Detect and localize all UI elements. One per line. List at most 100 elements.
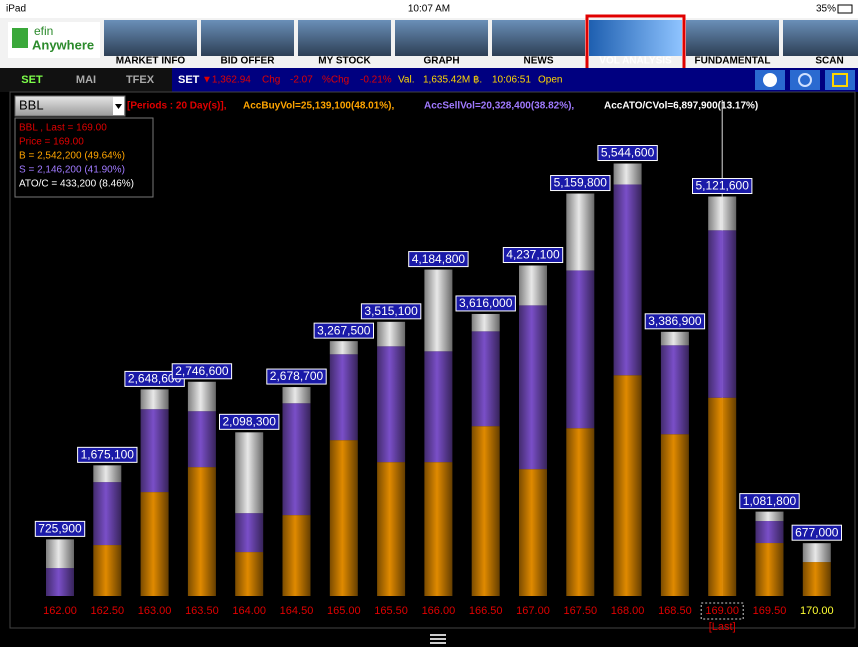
last-label: [Last]: [709, 621, 736, 633]
info-line: Price = 169.00: [19, 137, 84, 148]
ticker-chg-label: Chg: [262, 75, 280, 86]
ticker-val: 1,635.42M ฿.: [423, 75, 482, 86]
value-label: 4,184,800: [412, 252, 466, 266]
ticker-pct: -0.21%: [360, 75, 392, 86]
battery: 35%: [816, 4, 836, 15]
bar-segment: [283, 387, 311, 403]
logo-text: efin: [34, 24, 53, 38]
nav-label: NEWS: [524, 56, 554, 67]
nav-tile[interactable]: [783, 20, 858, 56]
bar-segment: [188, 467, 216, 596]
logo-text: Anywhere: [32, 37, 94, 52]
value-label: 1,675,100: [81, 448, 135, 462]
nav-tabs: efin Anywhere MARKET INFOBID OFFERMY STO…: [8, 16, 858, 70]
bar-segment: [519, 469, 547, 596]
nav-label: MY STOCK: [318, 56, 371, 67]
device: iPad: [6, 4, 26, 15]
market-tab[interactable]: SET: [21, 74, 43, 86]
x-tick-label: 166.00: [422, 605, 456, 617]
bar-segment: [283, 403, 311, 515]
nav-label: VOL ANALYSIS: [599, 56, 672, 67]
bar-segment: [566, 270, 594, 428]
bar-segment: [235, 432, 263, 513]
x-tick-label: 169.50: [753, 605, 787, 617]
value-label: 5,159,800: [554, 176, 608, 190]
x-tick-label: 162.50: [90, 605, 124, 617]
info-line: ATO/C = 433,200 (8.46%): [19, 179, 134, 190]
logo-mark: [12, 28, 28, 48]
summary-atoc: AccATO/CVol=6,897,900(13.17%): [604, 101, 758, 112]
bar-segment: [424, 351, 452, 462]
bar-segment: [188, 382, 216, 411]
bar-segment: [93, 482, 121, 545]
x-tick-label: 165.50: [374, 605, 408, 617]
ticker-val-label: Val.: [398, 75, 415, 86]
bar-segment: [472, 331, 500, 426]
market-tab[interactable]: TFEX: [126, 74, 155, 86]
summary-periods: [Periods : 20 Day(s)],: [127, 101, 227, 112]
bar-segment: [424, 462, 452, 596]
bar-segment: [566, 428, 594, 596]
info-line: B = 2,542,200 (49.64%): [19, 151, 125, 162]
handle[interactable]: [430, 634, 446, 644]
x-tick-label: 164.00: [232, 605, 266, 617]
bar-segment: [377, 462, 405, 596]
nav-tile[interactable]: [686, 20, 779, 56]
bar-segment: [141, 389, 169, 409]
ticker-chg: -2.07: [290, 75, 313, 86]
bar-segment: [283, 515, 311, 596]
x-tick-label: 169.00: [705, 605, 739, 617]
bar-segment: [756, 521, 784, 543]
bar-segment: [661, 434, 689, 596]
bar-segment: [46, 539, 74, 568]
bar-segment: [756, 543, 784, 596]
value-label: 2,678,700: [270, 369, 324, 383]
value-label: 2,746,600: [175, 364, 229, 378]
value-label: 677,000: [795, 525, 839, 539]
ticker-index: SET: [178, 74, 200, 86]
x-tick-label: 164.50: [280, 605, 314, 617]
nav-tile[interactable]: [104, 20, 197, 56]
value-label: 4,237,100: [506, 248, 560, 262]
market-tabs[interactable]: SET MAI TFEX: [21, 74, 154, 86]
bar-segment: [235, 552, 263, 596]
bar-segment: [803, 543, 831, 562]
bar-segment: [614, 375, 642, 596]
bar-segment: [93, 465, 121, 482]
x-tick-label: 168.50: [658, 605, 692, 617]
ticker-pct-label: %Chg: [322, 75, 349, 86]
x-tick-label: 167.50: [563, 605, 597, 617]
x-tick-label: 163.00: [138, 605, 172, 617]
nav-tile[interactable]: [492, 20, 585, 56]
handle-bar: [430, 634, 446, 636]
bar-segment: [330, 341, 358, 354]
ticker-last: ▼1,362.94: [202, 75, 251, 86]
bar-segment: [708, 230, 736, 397]
bar-segment: [661, 345, 689, 434]
nav-label: SCAN: [815, 56, 843, 67]
bar-segment: [566, 194, 594, 271]
value-label: 725,900: [38, 522, 82, 536]
bar-segment: [377, 322, 405, 346]
info-line: BBL , Last = 169.00: [19, 123, 107, 134]
nav-tile[interactable]: [589, 20, 682, 56]
value-label: 3,515,100: [364, 304, 418, 318]
x-tick-label: 165.00: [327, 605, 361, 617]
nav-tile[interactable]: [395, 20, 488, 56]
nav-tile[interactable]: [201, 20, 294, 56]
handle-bar: [430, 638, 446, 640]
bar-segment: [519, 305, 547, 469]
nav-tile[interactable]: [298, 20, 391, 56]
bar-segment: [93, 545, 121, 596]
info-line: S = 2,146,200 (41.90%): [19, 165, 125, 176]
bar-segment: [188, 411, 216, 467]
value-label: 5,544,600: [601, 146, 655, 160]
x-tick-label: 167.00: [516, 605, 550, 617]
ticker-status: Open: [538, 75, 562, 86]
nav-label: MARKET INFO: [116, 56, 186, 67]
value-label: 5,121,600: [696, 179, 750, 193]
market-tab[interactable]: MAI: [76, 74, 96, 86]
bar-segment: [803, 562, 831, 596]
bar-segment: [330, 440, 358, 596]
bar-segment: [519, 266, 547, 306]
